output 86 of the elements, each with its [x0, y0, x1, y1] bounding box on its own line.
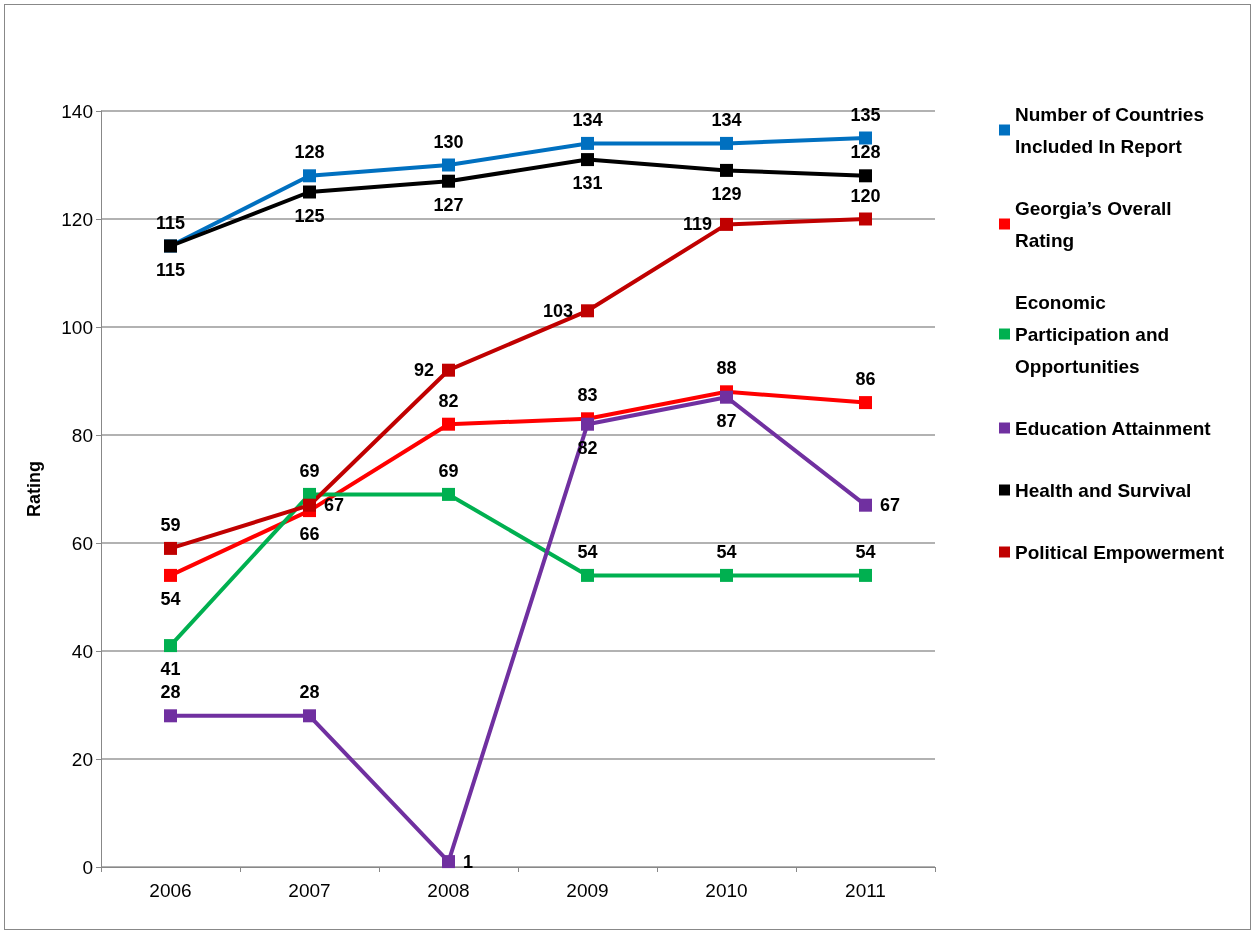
point [303, 709, 316, 723]
y-axis-title: Rating [24, 461, 44, 517]
data-label: 67 [324, 495, 345, 516]
point [720, 390, 733, 404]
point [442, 855, 455, 869]
data-label: 41 [160, 659, 181, 680]
point [164, 709, 177, 723]
point [581, 568, 594, 582]
point [581, 304, 594, 318]
data-label: 86 [855, 369, 876, 390]
point [859, 169, 872, 183]
data-label: 127 [433, 194, 464, 215]
data-label: 131 [572, 173, 603, 194]
legend-label: Education Attainment [1015, 417, 1212, 439]
data-label: 92 [413, 360, 434, 381]
point [164, 541, 177, 555]
legend-label: Economic Participation and Opportunities [1015, 291, 1175, 377]
point [303, 169, 316, 183]
y-tick-label: 0 [82, 856, 93, 878]
y-tick-label: 40 [71, 640, 93, 662]
point [720, 217, 733, 231]
y-tick-label: 60 [71, 532, 93, 554]
data-label: 130 [433, 131, 464, 152]
legend-label: Political Empowerment [1015, 541, 1225, 563]
data-label: 67 [880, 495, 901, 516]
legend-label: Georgia’s Overall Rating [1015, 197, 1177, 251]
data-label: 28 [299, 682, 320, 703]
data-label: 135 [850, 104, 881, 125]
data-label: 82 [438, 390, 459, 411]
point [720, 568, 733, 582]
x-tick-label: 2009 [566, 880, 609, 901]
point [859, 568, 872, 582]
data-label: 103 [542, 300, 573, 321]
point [442, 487, 455, 501]
data-label: 87 [716, 410, 737, 431]
x-tick-label: 2006 [149, 880, 192, 901]
data-label: 1 [463, 851, 474, 872]
point [859, 131, 872, 145]
point [581, 136, 594, 150]
data-label: 119 [682, 214, 712, 235]
data-label: 83 [577, 385, 598, 406]
data-label: 28 [160, 682, 181, 703]
point [164, 568, 177, 582]
point [442, 174, 455, 188]
data-label: 66 [299, 524, 320, 545]
data-label: 125 [294, 205, 325, 226]
y-tick-label: 120 [61, 208, 93, 230]
y-tick-label: 80 [71, 424, 93, 446]
legend-label: Number of Countries Included In Report [1015, 103, 1210, 157]
data-label: 115 [155, 212, 186, 233]
point [164, 639, 177, 653]
point [720, 163, 733, 177]
data-label: 69 [299, 460, 320, 481]
data-label: 128 [850, 142, 881, 163]
point [442, 363, 455, 377]
point [303, 185, 316, 199]
data-label: 54 [160, 588, 181, 609]
legend-label: Health and Survival [1015, 479, 1192, 501]
data-label: 69 [438, 460, 459, 481]
data-label: 129 [711, 183, 742, 204]
point [581, 417, 594, 431]
point [859, 396, 872, 410]
data-label: 128 [294, 142, 325, 163]
data-label: 54 [716, 541, 737, 562]
point [581, 153, 594, 167]
data-label: 134 [572, 109, 603, 130]
x-tick-label: 2011 [845, 880, 886, 901]
y-tick-label: 20 [71, 748, 93, 770]
point [859, 498, 872, 512]
x-tick-label: 2008 [427, 880, 470, 901]
point [303, 498, 316, 512]
y-tick-label: 140 [61, 100, 93, 122]
x-tick-label: 2007 [288, 880, 331, 901]
data-label: 59 [160, 514, 181, 535]
point [859, 212, 872, 226]
data-label: 120 [850, 185, 881, 206]
data-label: 134 [711, 109, 742, 130]
data-label: 54 [577, 541, 598, 562]
data-label: 54 [855, 541, 876, 562]
x-tick-label: 2010 [705, 880, 748, 901]
y-tick-label: 100 [61, 316, 93, 338]
point [442, 158, 455, 172]
data-label: 115 [155, 259, 186, 280]
point [442, 417, 455, 431]
point [720, 136, 733, 150]
data-label: 88 [716, 358, 737, 379]
